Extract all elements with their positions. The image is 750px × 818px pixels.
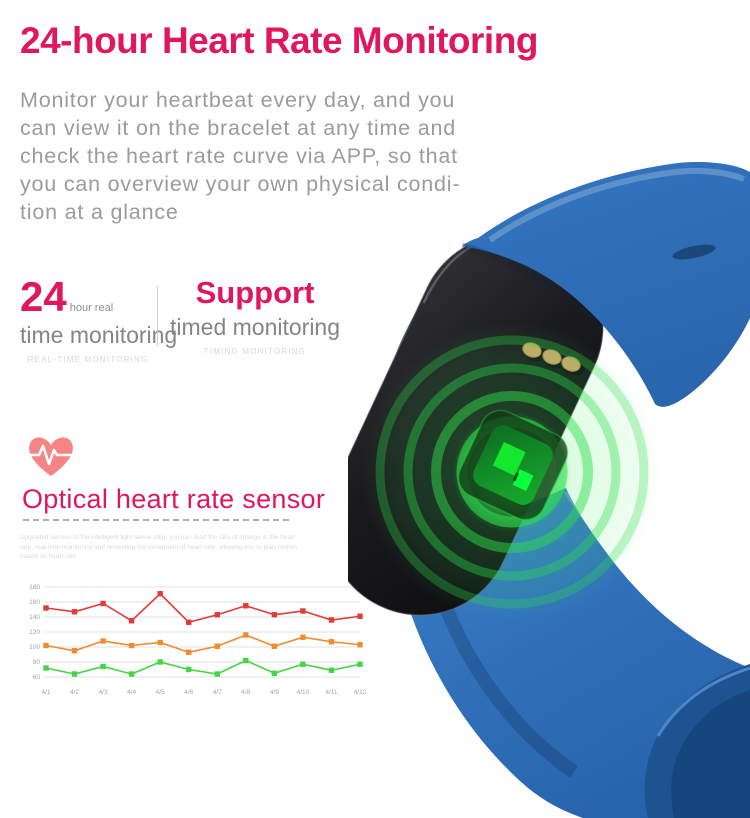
svg-text:4/6: 4/6 xyxy=(184,689,193,696)
svg-text:4/9: 4/9 xyxy=(270,689,279,696)
feature-divider xyxy=(157,286,158,346)
svg-text:60: 60 xyxy=(33,674,41,681)
description-text: Monitor your heartbeat every day, and yo… xyxy=(20,88,461,224)
svg-text:4/11: 4/11 xyxy=(325,689,338,696)
svg-text:4/12: 4/12 xyxy=(354,689,367,696)
svg-text:100: 100 xyxy=(29,644,40,651)
svg-text:180: 180 xyxy=(29,584,40,591)
sensor-section-heading: Optical heart rate sensor xyxy=(22,484,326,514)
feature-24-suffix: hour real xyxy=(69,302,114,314)
svg-text:160: 160 xyxy=(29,599,40,606)
optical-sensor-graphic xyxy=(457,409,569,521)
feature-realtime-label: time monitoring xyxy=(20,322,178,348)
heart-pulse-icon xyxy=(24,432,78,480)
feature-timed: Support timed monitoring TIMING MONITORI… xyxy=(170,275,341,357)
product-image-smart-band xyxy=(326,150,750,818)
heart-rate-chart: 60 80 100 120 140 160 180 4/1 4/2 4/3 4/4 4/5 4/6 4/7… xyxy=(16,577,368,703)
svg-text:4/2: 4/2 xyxy=(70,689,79,696)
dashed-divider xyxy=(23,519,289,521)
feature-realtime: 24 hour real time monitoring REAL-TIME MO… xyxy=(20,273,178,365)
svg-text:140: 140 xyxy=(29,614,40,621)
svg-text:4/8: 4/8 xyxy=(241,689,250,696)
feature-timed-label: timed monitoring xyxy=(170,314,341,341)
feature-realtime-caption: REAL-TIME MONITORING xyxy=(27,355,149,364)
feature-support-label: Support xyxy=(195,275,315,310)
sensor-fine-print: Upgraded version of the intelligent ligh… xyxy=(20,534,298,560)
svg-text:80: 80 xyxy=(33,659,41,666)
svg-text:4/5: 4/5 xyxy=(156,689,165,696)
svg-text:4/7: 4/7 xyxy=(213,689,222,696)
svg-text:4/10: 4/10 xyxy=(297,689,310,696)
svg-text:120: 120 xyxy=(29,629,40,636)
svg-text:4/4: 4/4 xyxy=(127,689,136,696)
feature-24-number: 24 xyxy=(20,273,67,320)
page-title: 24-hour Heart Rate Monitoring xyxy=(20,20,538,61)
svg-text:4/3: 4/3 xyxy=(99,689,108,696)
feature-timed-caption: TIMING MONITORING xyxy=(203,347,307,357)
svg-text:4/1: 4/1 xyxy=(41,689,50,696)
